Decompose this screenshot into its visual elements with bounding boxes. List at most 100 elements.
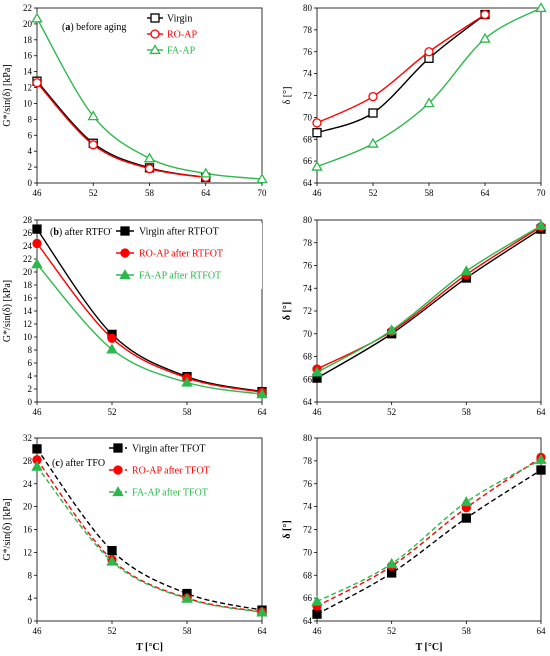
data-point <box>368 91 378 102</box>
legend-marker <box>150 29 160 39</box>
legend-background <box>105 440 260 506</box>
y-tick-label: 28 <box>23 456 33 466</box>
x-axis-label: T [°C] <box>136 642 163 653</box>
x-tick-label: 46 <box>33 188 43 198</box>
y-tick-label: 24 <box>23 479 33 489</box>
y-tick-label: 32 <box>23 433 32 443</box>
plot-frame <box>316 7 542 184</box>
y-tick-label: 12 <box>23 319 32 329</box>
legend-marker <box>113 465 123 475</box>
y-tick-label: 16 <box>23 51 33 61</box>
data-point <box>256 388 268 399</box>
data-point <box>312 609 322 619</box>
data-point <box>423 97 435 108</box>
y-tick-label: 8 <box>28 114 33 124</box>
legend: Virgin RO-AP FA-AP <box>143 10 258 60</box>
data-point <box>479 32 491 43</box>
legend-label: RO-AP after RTFOT <box>139 249 223 260</box>
x-tick-label: 46 <box>33 626 43 636</box>
series-line <box>316 469 542 615</box>
x-tick-label: 46 <box>313 407 323 417</box>
y-tick-label: 2 <box>28 162 33 172</box>
y-tick-label: 80 <box>303 215 313 225</box>
data-point <box>31 460 43 471</box>
panel-annotation: (a) before aging <box>62 22 126 33</box>
data-point <box>31 258 43 269</box>
data-point <box>181 592 193 603</box>
x-tick-label: 52 <box>387 626 396 636</box>
y-tick-label: 12 <box>23 547 32 557</box>
y-tick-label: 10 <box>23 98 33 108</box>
x-axis-label: T [°C] <box>416 642 443 653</box>
y-tick-label: 28 <box>23 215 33 225</box>
data-point <box>367 137 379 148</box>
x-tick-label: 58 <box>425 188 435 198</box>
y-tick-label: 68 <box>303 570 313 580</box>
x-tick-label: 70 <box>537 188 547 198</box>
legend-label: Virgin after TFOT <box>132 444 205 455</box>
data-point <box>256 606 268 617</box>
data-point <box>311 160 323 171</box>
x-tick-label: 64 <box>258 626 268 636</box>
y-tick-label: 8 <box>28 570 33 580</box>
legend-label: Virgin after RTFOT <box>139 227 219 238</box>
y-tick-label: 24 <box>23 241 33 251</box>
y-axis-label: δ [°] <box>282 302 293 320</box>
x-tick-label: 58 <box>462 407 472 417</box>
series-fa-ap-after-rtfot <box>311 219 547 377</box>
series-line <box>36 448 263 611</box>
x-tick-label: 64 <box>258 407 268 417</box>
series-fa-ap-after-rtfot <box>31 258 268 399</box>
y-tick-label: 76 <box>303 479 313 489</box>
y-tick-label: 74 <box>303 502 313 512</box>
legend-label: RO-AP after TFOT <box>132 466 210 477</box>
data-point <box>424 47 434 57</box>
y-axis-label: δ [°] <box>282 520 293 538</box>
panel-c-delta: 64 66 68 70 72 74 76 78 80 46 52 58 64 δ [°] T [°C] <box>282 433 547 653</box>
x-tick-label: 46 <box>33 407 43 417</box>
y-tick-label: 70 <box>303 547 313 557</box>
y-tick-label: 64 <box>303 397 313 407</box>
y-tick-label: 12 <box>23 83 32 93</box>
legend-marker <box>149 44 161 55</box>
y-tick-label: 2 <box>28 384 33 394</box>
y-tick-label: 76 <box>303 261 313 271</box>
series-line <box>36 466 263 614</box>
data-point <box>143 152 156 163</box>
series-ro-ap <box>32 78 211 183</box>
x-tick-label: 64 <box>201 188 211 198</box>
x-tick-label: 58 <box>183 626 193 636</box>
data-point <box>32 224 42 234</box>
y-tick-label: 76 <box>303 47 313 57</box>
x-tick-label: 46 <box>313 626 323 636</box>
legend-marker <box>119 269 131 280</box>
panel-annotation: (b) after RTFOT <box>50 227 117 238</box>
series-fa-ap-after-tfot <box>31 460 268 617</box>
x-tick-label: 52 <box>108 407 117 417</box>
data-point <box>460 265 473 276</box>
data-point <box>144 164 155 174</box>
legend-label: Virgin <box>167 14 192 25</box>
panel-a-delta: 64 66 68 70 72 74 76 78 80 46 52 58 64 70 δ [°] <box>282 2 547 198</box>
y-tick-label: 20 <box>23 502 33 512</box>
x-tick-label: 52 <box>108 626 117 636</box>
y-tick-label: 70 <box>303 329 313 339</box>
data-point <box>256 173 268 184</box>
series-line <box>36 263 263 395</box>
plot-frame <box>316 437 542 622</box>
data-point <box>385 324 398 335</box>
series-line <box>316 456 542 607</box>
legend-label: FA-AP after RTFOT <box>139 271 221 282</box>
y-tick-label: 4 <box>28 593 33 603</box>
y-tick-label: 4 <box>28 146 33 156</box>
series-line <box>316 228 542 379</box>
data-point <box>536 465 546 475</box>
data-point <box>311 595 323 606</box>
series-line <box>36 82 206 179</box>
x-tick-label: 58 <box>183 407 193 417</box>
series-ro-ap-after-rtfot <box>32 238 267 397</box>
x-tick-label: 64 <box>537 407 547 417</box>
